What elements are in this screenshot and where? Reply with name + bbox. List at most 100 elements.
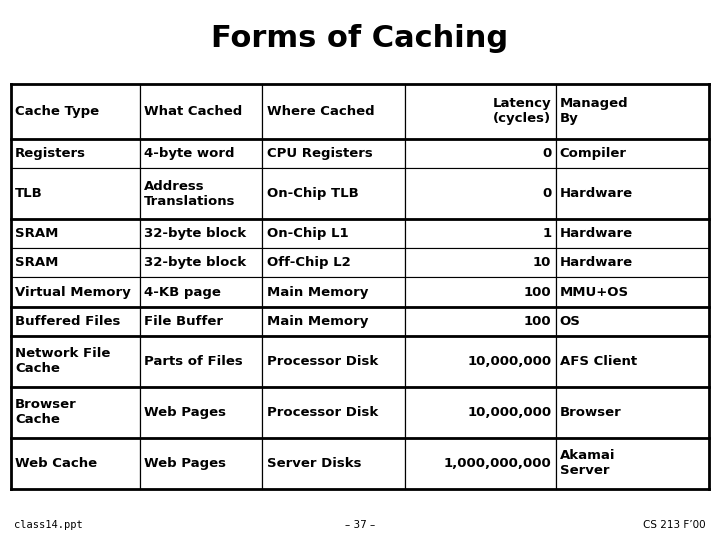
Bar [262,438,405,489]
Bar [556,219,709,248]
Text: Processor Disk: Processor Disk [266,355,378,368]
Text: CPU Registers: CPU Registers [266,147,372,160]
Text: 32-byte block: 32-byte block [144,227,246,240]
Bar [556,307,709,336]
Bar [556,139,709,168]
Bar [11,139,140,168]
Text: What Cached: What Cached [144,105,243,118]
Text: – 37 –: – 37 – [345,520,375,530]
Text: Server Disks: Server Disks [266,457,361,470]
Bar [556,168,709,219]
Text: SRAM: SRAM [15,256,58,269]
Text: Hardware: Hardware [560,187,633,200]
Bar [556,387,709,438]
Text: Browser
Cache: Browser Cache [15,398,77,426]
Bar [262,219,405,248]
Bar [556,248,709,278]
Text: Web Cache: Web Cache [15,457,97,470]
Text: Main Memory: Main Memory [266,315,368,328]
Bar [262,139,405,168]
Text: Where Cached: Where Cached [266,105,374,118]
Text: Address
Translations: Address Translations [144,180,236,208]
Text: Cache Type: Cache Type [15,105,99,118]
Text: class14.ppt: class14.ppt [14,520,83,530]
Text: SRAM: SRAM [15,227,58,240]
Bar [140,168,262,219]
Text: Virtual Memory: Virtual Memory [15,286,131,299]
Text: Hardware: Hardware [560,227,633,240]
Text: 1,000,000,000: 1,000,000,000 [444,457,552,470]
Bar [405,278,556,307]
Bar [556,278,709,307]
Bar [262,168,405,219]
Text: 10: 10 [533,256,552,269]
Text: Web Pages: Web Pages [144,457,226,470]
Bar [262,336,405,387]
Bar [405,438,556,489]
Bar [140,387,262,438]
Bar [140,84,262,139]
Bar [405,336,556,387]
Bar [262,84,405,139]
Text: OS: OS [560,315,581,328]
Text: Compiler: Compiler [560,147,627,160]
Bar [11,248,140,278]
Bar [140,219,262,248]
Text: MMU+OS: MMU+OS [560,286,629,299]
Bar [556,84,709,139]
Text: 100: 100 [523,315,552,328]
Text: Managed
By: Managed By [560,97,629,125]
Bar [140,438,262,489]
Bar [11,387,140,438]
Text: AFS Client: AFS Client [560,355,637,368]
Bar [11,307,140,336]
Text: 4-KB page: 4-KB page [144,286,221,299]
Bar [11,278,140,307]
Text: Main Memory: Main Memory [266,286,368,299]
Bar [262,248,405,278]
Bar [556,438,709,489]
Bar [11,219,140,248]
Bar [405,248,556,278]
Bar [140,278,262,307]
Bar [140,336,262,387]
Bar [405,387,556,438]
Bar [556,336,709,387]
Text: Registers: Registers [15,147,86,160]
Text: Parts of Files: Parts of Files [144,355,243,368]
Bar [11,336,140,387]
Bar [262,387,405,438]
Text: Browser: Browser [560,406,621,419]
Text: 1: 1 [542,227,552,240]
Text: Network File
Cache: Network File Cache [15,347,110,375]
Bar [140,248,262,278]
Text: Hardware: Hardware [560,256,633,269]
Text: Off-Chip L2: Off-Chip L2 [266,256,351,269]
Bar [405,139,556,168]
Bar [262,278,405,307]
Bar [405,307,556,336]
Text: 4-byte word: 4-byte word [144,147,235,160]
Text: CS 213 F’00: CS 213 F’00 [643,520,706,530]
Text: On-Chip TLB: On-Chip TLB [266,187,359,200]
Bar [11,438,140,489]
Bar [11,168,140,219]
Bar [140,307,262,336]
Text: 10,000,000: 10,000,000 [467,355,552,368]
Text: File Buffer: File Buffer [144,315,223,328]
Text: 32-byte block: 32-byte block [144,256,246,269]
Bar [262,307,405,336]
Text: 10,000,000: 10,000,000 [467,406,552,419]
Text: Processor Disk: Processor Disk [266,406,378,419]
Text: Akamai
Server: Akamai Server [560,449,616,477]
Bar [140,139,262,168]
Bar [405,168,556,219]
Bar [11,84,140,139]
Text: Forms of Caching: Forms of Caching [212,24,508,53]
Text: 100: 100 [523,286,552,299]
Text: Web Pages: Web Pages [144,406,226,419]
Text: 0: 0 [542,187,552,200]
Text: Buffered Files: Buffered Files [15,315,120,328]
Text: TLB: TLB [15,187,43,200]
Bar [405,219,556,248]
